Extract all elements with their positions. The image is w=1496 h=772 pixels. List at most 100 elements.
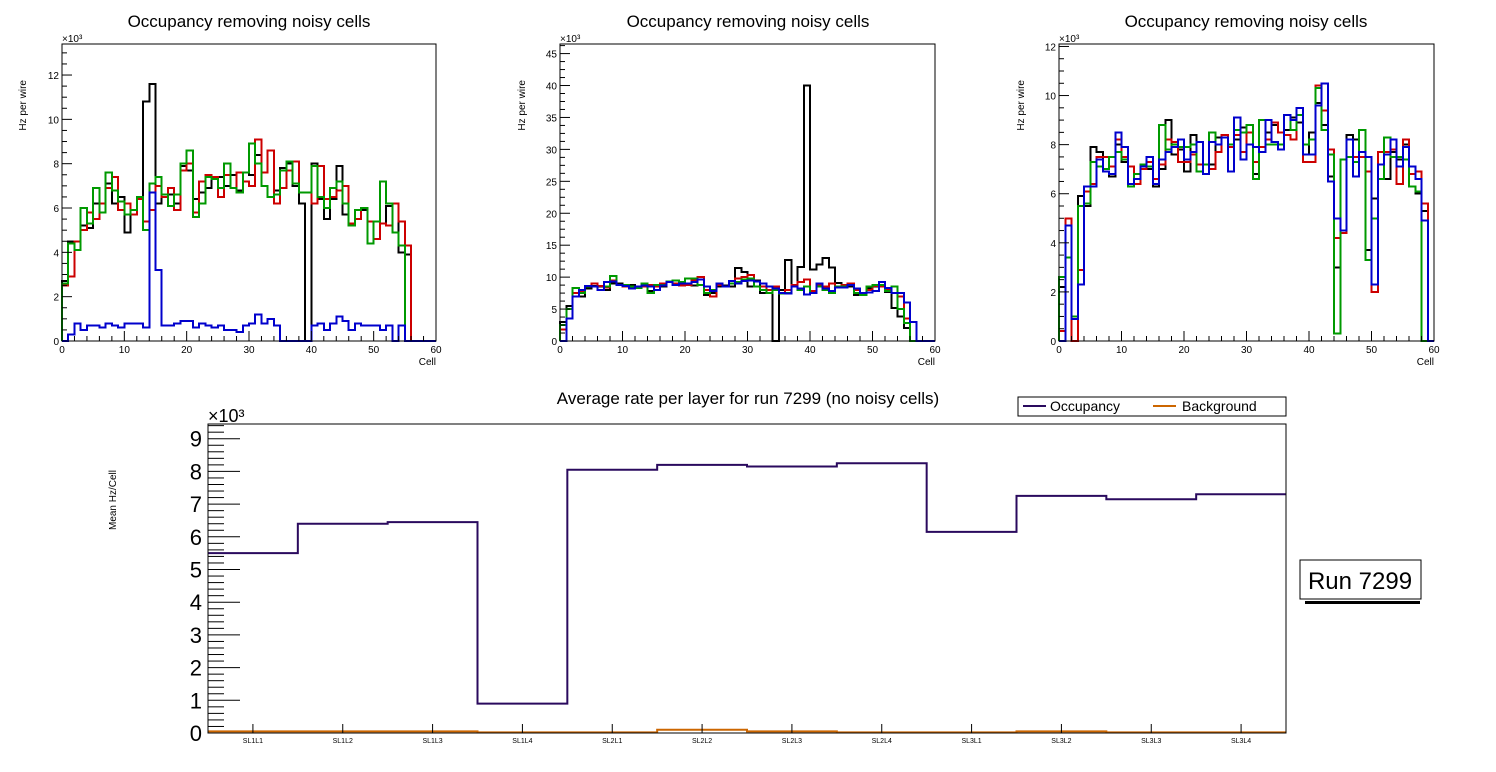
histogram-series-layer-1 [559, 84, 935, 342]
y-axis-label: Hz per wire [1016, 80, 1027, 131]
x-tick-label: SL2L3 [782, 738, 802, 745]
y-tick-label: 35 [546, 113, 558, 124]
y-tick-label: 45 [546, 50, 558, 61]
x-axis-label: Cell [419, 357, 436, 368]
chart-title: Occupancy removing noisy cells [627, 12, 870, 31]
legend: Occupancy Background [1017, 396, 1287, 417]
y-tick-label: 7 [190, 492, 202, 517]
histogram-series-layer-4 [560, 278, 935, 342]
y-tick-label: 0 [190, 721, 202, 746]
y-multiplier: ×10³ [62, 34, 83, 45]
y-multiplier: ×10³ [1059, 34, 1080, 45]
y-tick-label: 2 [190, 656, 202, 681]
y-tick-label: 0 [1050, 337, 1056, 348]
x-tick-label: 10 [617, 345, 629, 356]
panel-top-right: Occupancy removing noisy cells Hz per wi… [1016, 12, 1440, 368]
y-tick-label: 4 [1050, 239, 1056, 250]
x-tick-label: 60 [1428, 345, 1440, 356]
y-tick-label: 3 [190, 623, 202, 648]
chart-title: Occupancy removing noisy cells [1125, 12, 1368, 31]
y-tick-label: 5 [190, 558, 202, 583]
x-axis-label: Cell [1417, 357, 1434, 368]
x-tick-label: SL3L4 [1231, 738, 1251, 745]
panel-top-left: Occupancy removing noisy cells Hz per wi… [18, 12, 442, 368]
y-tick-label: 40 [546, 82, 558, 93]
y-tick-label: 15 [546, 241, 558, 252]
y-tick-label: 6 [190, 525, 202, 550]
x-tick-label: SL2L4 [872, 738, 892, 745]
x-tick-label: 40 [1303, 345, 1315, 356]
x-tick-label: SL1L1 [243, 738, 263, 745]
y-tick-label: 8 [53, 160, 59, 171]
x-tick-label: 10 [119, 345, 131, 356]
x-tick-label: SL2L2 [692, 738, 712, 745]
run-label: Run 7299 [1308, 568, 1412, 595]
y-tick-label: 12 [48, 71, 60, 82]
histogram-series-occupancy [208, 462, 1286, 705]
y-tick-label: 8 [1050, 141, 1056, 152]
run-label-box: Run 7299 [1299, 559, 1422, 604]
plot-frame [559, 43, 936, 342]
x-tick-label: 40 [306, 345, 318, 356]
x-tick-label: 30 [243, 345, 255, 356]
y-tick-label: 10 [48, 115, 60, 126]
x-tick-label: SL3L3 [1141, 738, 1161, 745]
y-tick-label: 1 [190, 688, 202, 713]
run-label-frame [1299, 559, 1422, 600]
y-axis-label: Hz per wire [517, 80, 528, 131]
x-tick-label: SL1L3 [422, 738, 442, 745]
x-tick-label: 20 [1178, 345, 1190, 356]
x-tick-label: SL1L2 [333, 738, 353, 745]
y-tick-label: 6 [1050, 190, 1056, 201]
plot-frame [207, 423, 1287, 734]
legend-label-background: Background [1182, 398, 1257, 414]
x-tick-label: 40 [804, 345, 816, 356]
x-tick-label: SL3L2 [1051, 738, 1071, 745]
y-multiplier: ×10³ [560, 34, 581, 45]
y-tick-label: 20 [546, 209, 558, 220]
histogram-series-layer-4 [62, 191, 436, 342]
y-tick-label: 10 [1045, 92, 1057, 103]
x-tick-label: 0 [557, 345, 563, 356]
x-axis-label: Cell [918, 357, 935, 368]
legend-box [1017, 396, 1287, 417]
x-tick-label: 20 [181, 345, 193, 356]
x-tick-label: 60 [929, 345, 941, 356]
histogram-series-background [208, 728, 1286, 734]
y-tick-label: 0 [53, 337, 59, 348]
legend-label-occupancy: Occupancy [1050, 398, 1120, 414]
panel-top-middle: Occupancy removing noisy cells Hz per wi… [517, 12, 941, 368]
y-tick-label: 25 [546, 177, 558, 188]
x-tick-label: SL3L1 [961, 738, 981, 745]
y-tick-label: 9 [190, 427, 202, 452]
chart-title: Occupancy removing noisy cells [128, 12, 371, 31]
x-tick-label: 20 [679, 345, 691, 356]
y-tick-label: 2 [1050, 288, 1056, 299]
histogram-series-layer-4 [1059, 82, 1434, 342]
y-axis-label: Mean Hz/Cell [108, 470, 119, 530]
x-tick-label: 0 [1056, 345, 1062, 356]
y-tick-label: 5 [551, 305, 557, 316]
y-tick-label: 0 [551, 337, 557, 348]
y-tick-label: 4 [53, 248, 59, 259]
x-tick-label: SL2L1 [602, 738, 622, 745]
y-tick-label: 2 [53, 293, 59, 304]
x-tick-label: 50 [1366, 345, 1378, 356]
chart-title: Average rate per layer for run 7299 (no … [557, 389, 939, 408]
y-tick-label: 4 [190, 590, 202, 615]
x-tick-label: 50 [368, 345, 380, 356]
y-tick-label: 30 [546, 145, 558, 156]
y-multiplier: ×10³ [208, 406, 245, 426]
x-tick-label: 0 [59, 345, 65, 356]
x-tick-label: 30 [1241, 345, 1253, 356]
x-tick-label: 10 [1116, 345, 1128, 356]
x-tick-label: 60 [430, 345, 442, 356]
x-tick-label: 30 [742, 345, 754, 356]
x-tick-label: SL1L4 [512, 738, 532, 745]
x-tick-label: 50 [867, 345, 879, 356]
y-tick-label: 12 [1045, 42, 1057, 53]
y-axis-label: Hz per wire [18, 80, 29, 131]
y-tick-label: 10 [546, 273, 558, 284]
y-tick-label: 8 [190, 459, 202, 484]
